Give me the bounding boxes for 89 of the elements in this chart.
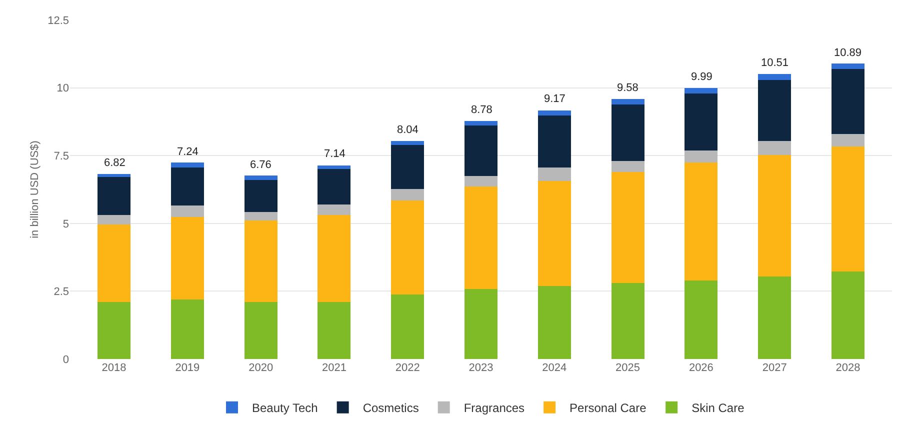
bar	[391, 189, 424, 201]
bar	[684, 88, 718, 94]
total-label: 10.89	[834, 47, 862, 59]
x-tick-label: 2020	[248, 362, 274, 374]
bar	[464, 126, 498, 176]
bar	[684, 150, 718, 163]
bar	[538, 115, 571, 168]
x-tick-label: 2026	[688, 362, 714, 374]
x-tick-label: 2021	[322, 362, 346, 374]
bar	[391, 200, 424, 294]
bar	[318, 302, 351, 359]
x-tick-label: 2027	[762, 362, 787, 374]
bar	[831, 146, 864, 272]
total-label: 7.14	[324, 148, 346, 160]
x-tick-label: 2023	[468, 362, 494, 374]
bar	[318, 204, 351, 215]
legend-label: Skin Care	[692, 401, 745, 416]
x-tick-label: 2018	[102, 362, 126, 374]
x-tick-label: 2025	[616, 362, 640, 374]
legend-label: Beauty Tech	[252, 401, 318, 416]
bar	[464, 288, 498, 359]
bar	[758, 80, 792, 141]
bar	[98, 214, 131, 224]
total-label: 9.99	[691, 71, 712, 83]
bar	[611, 99, 644, 105]
bar	[611, 104, 644, 161]
bar	[170, 168, 204, 206]
total-label: 7.24	[177, 146, 198, 158]
bar	[98, 174, 131, 178]
legend-label: Cosmetics	[362, 401, 419, 416]
bar	[831, 69, 864, 134]
bar	[758, 155, 792, 277]
x-tick-label: 2019	[175, 362, 200, 374]
bar	[831, 272, 864, 359]
bar	[538, 180, 571, 286]
bar	[758, 276, 792, 359]
bar	[831, 64, 864, 70]
y-tick-label: 12.5	[48, 14, 69, 27]
bar	[538, 168, 571, 181]
bar	[244, 302, 278, 359]
bar	[464, 186, 498, 289]
total-label: 9.58	[617, 82, 638, 94]
bar	[611, 172, 644, 284]
bar	[391, 140, 424, 146]
bar	[98, 302, 131, 359]
bar	[391, 294, 424, 359]
bar	[464, 120, 498, 126]
bar	[244, 176, 278, 180]
total-label: 10.51	[761, 57, 789, 69]
bar	[684, 94, 718, 150]
y-tick-label: 7.5	[54, 150, 69, 162]
bar	[170, 216, 204, 300]
bar	[318, 214, 351, 302]
bar	[244, 212, 278, 221]
bar	[244, 220, 278, 302]
bar	[538, 286, 571, 359]
y-axis-title: in billion USD (US$)	[29, 140, 41, 238]
total-label: 9.17	[544, 93, 566, 105]
bar	[611, 283, 644, 359]
total-label: 6.82	[104, 157, 126, 169]
total-label: 6.76	[250, 159, 272, 171]
x-tick-label: 2022	[395, 362, 420, 374]
bar	[170, 299, 204, 359]
bar	[170, 162, 204, 168]
y-tick-label: 10	[56, 82, 69, 95]
total-label: 8.04	[397, 124, 418, 136]
y-tick-label: 0	[62, 354, 69, 366]
bar	[318, 165, 351, 170]
x-tick-label: 2024	[542, 362, 567, 374]
bar	[611, 160, 644, 172]
bar	[318, 169, 351, 204]
bar	[538, 110, 571, 116]
legend-label: Personal Care	[570, 401, 647, 416]
total-label: 8.78	[471, 104, 492, 116]
bar	[684, 280, 718, 359]
bar	[244, 180, 278, 212]
bar	[758, 74, 792, 80]
bar	[98, 224, 131, 302]
bar	[684, 162, 718, 280]
legend-label: Fragrances	[464, 401, 525, 416]
bar	[170, 206, 204, 217]
bar	[391, 145, 424, 190]
x-tick-label: 2028	[836, 362, 860, 374]
y-tick-label: 2.5	[54, 286, 69, 298]
bar	[758, 140, 792, 156]
bar	[464, 176, 498, 187]
bar	[98, 177, 131, 215]
bar	[831, 134, 864, 147]
y-tick-label: 5	[62, 218, 69, 230]
